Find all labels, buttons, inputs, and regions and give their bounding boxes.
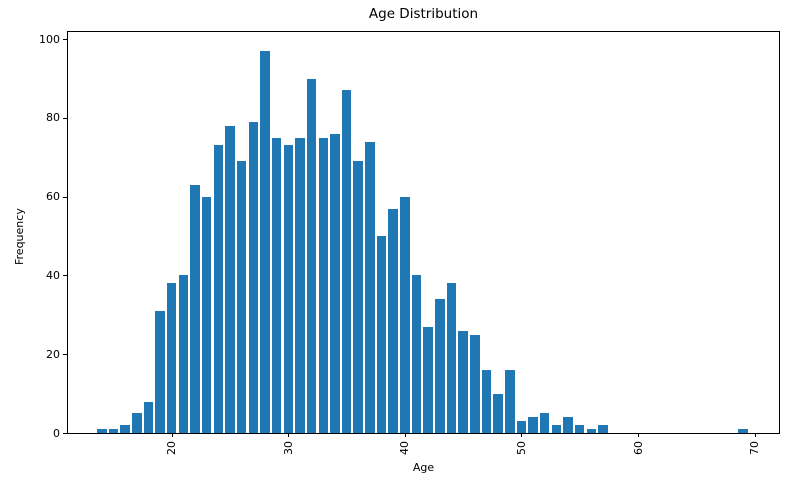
bar-age-40 [400, 196, 410, 433]
bar-age-33 [318, 137, 329, 433]
y-tick-80 [63, 117, 67, 119]
y-tick-label-20: 20 [46, 347, 60, 361]
y-tick-60 [63, 196, 67, 198]
x-tick-40 [404, 433, 406, 437]
bar-age-39 [388, 208, 398, 433]
y-tick-0 [63, 433, 67, 434]
x-tick-label-40: 40 [398, 441, 412, 455]
y-tick-100 [63, 39, 67, 41]
bar-age-20 [166, 283, 177, 433]
bar-age-48 [493, 393, 503, 433]
bar-age-41 [411, 275, 422, 433]
x-tick-30 [288, 433, 290, 437]
x-axis-label: Age [412, 461, 435, 474]
bar-age-35 [341, 90, 352, 433]
x-tick-20 [171, 433, 173, 437]
bar-age-21 [178, 275, 189, 433]
bar-age-37 [365, 141, 375, 433]
y-tick-label-60: 60 [46, 190, 60, 204]
y-tick-label-40: 40 [46, 268, 60, 282]
bar-age-51 [528, 417, 538, 433]
bar-age-19 [155, 310, 165, 433]
bar-age-54 [563, 417, 573, 433]
bar-age-28 [260, 50, 270, 433]
x-tick-label-60: 60 [631, 441, 645, 455]
bar-age-16 [120, 425, 130, 433]
bar-age-52 [539, 413, 550, 433]
bar-age-14 [97, 429, 107, 433]
bar-age-24 [213, 145, 224, 433]
bar-age-29 [271, 137, 282, 433]
bar-age-50 [516, 421, 527, 433]
y-tick-40 [63, 275, 67, 277]
x-tick-label-30: 30 [281, 441, 295, 455]
bar-age-47 [481, 370, 492, 433]
bar-age-23 [201, 196, 212, 433]
x-tick-60 [638, 433, 639, 437]
bar-age-27 [248, 121, 259, 433]
bar-age-44 [446, 283, 457, 433]
x-tick-label-70: 70 [748, 441, 761, 455]
bar-age-26 [236, 161, 247, 433]
bar-age-34 [330, 133, 340, 433]
y-tick-20 [63, 354, 67, 356]
bar-age-53 [551, 425, 562, 433]
bar-age-56 [586, 429, 597, 433]
bar-age-43 [435, 299, 445, 433]
x-tick-label-50: 50 [514, 441, 528, 455]
bar-age-32 [306, 78, 317, 433]
chart-title: Age Distribution [368, 6, 479, 22]
bar-age-55 [574, 425, 585, 433]
bar-age-46 [470, 334, 480, 433]
bar-age-38 [376, 236, 387, 433]
bar-age-45 [458, 330, 468, 433]
bar-age-25 [225, 125, 235, 433]
bar-age-42 [423, 326, 433, 433]
y-tick-label-100: 100 [39, 32, 60, 46]
bar-age-17 [132, 413, 142, 433]
bar-age-31 [295, 137, 305, 433]
bar-age-18 [143, 401, 154, 433]
y-tick-label-80: 80 [46, 111, 60, 125]
bar-age-49 [505, 370, 515, 433]
bar-age-30 [283, 145, 294, 433]
plot-area: 20 30 40 50 60 70 0 20 40 60 80 100 [39, 31, 780, 455]
y-tick-label-0: 0 [53, 426, 60, 440]
y-axis-label: Frequency [13, 208, 26, 265]
x-tick-label-20: 20 [165, 441, 179, 455]
bar-age-15 [108, 429, 119, 433]
x-tick-50 [521, 433, 523, 437]
bar-age-69 [738, 429, 748, 433]
bar-age-57 [598, 425, 608, 433]
bar-age-36 [353, 161, 363, 433]
bar-age-22 [190, 184, 200, 433]
x-tick-70 [754, 433, 756, 437]
